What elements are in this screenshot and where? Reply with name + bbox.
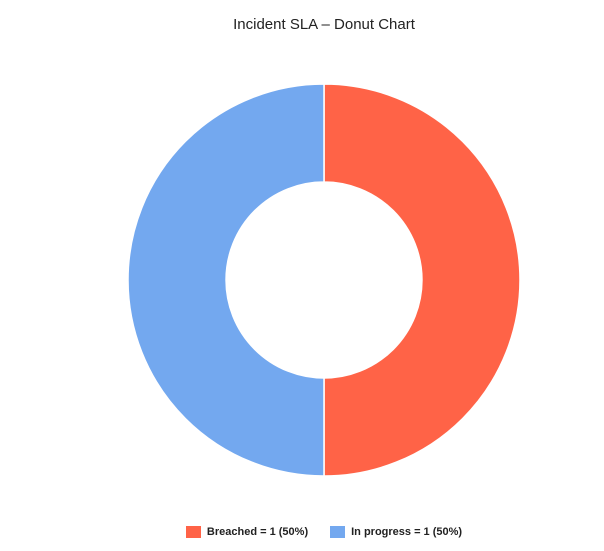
donut-slice-in-progress[interactable] bbox=[127, 83, 325, 477]
legend-label-breached: Breached = 1 (50%) bbox=[206, 526, 309, 538]
chart-title: Incident SLA – Donut Chart bbox=[233, 16, 415, 33]
legend-label-in-progress: In progress = 1 (50%) bbox=[351, 526, 463, 538]
legend-swatch-breached bbox=[185, 526, 201, 538]
legend-swatch-in-progress bbox=[330, 526, 346, 538]
legend-item-breached[interactable]: Breached = 1 (50%) bbox=[185, 526, 309, 538]
legend-item-in-progress[interactable]: In progress = 1 (50%) bbox=[330, 526, 462, 538]
chart-legend: Breached = 1 (50%) In progress = 1 (50%) bbox=[0, 526, 604, 538]
donut-slice-breached[interactable] bbox=[323, 83, 521, 477]
